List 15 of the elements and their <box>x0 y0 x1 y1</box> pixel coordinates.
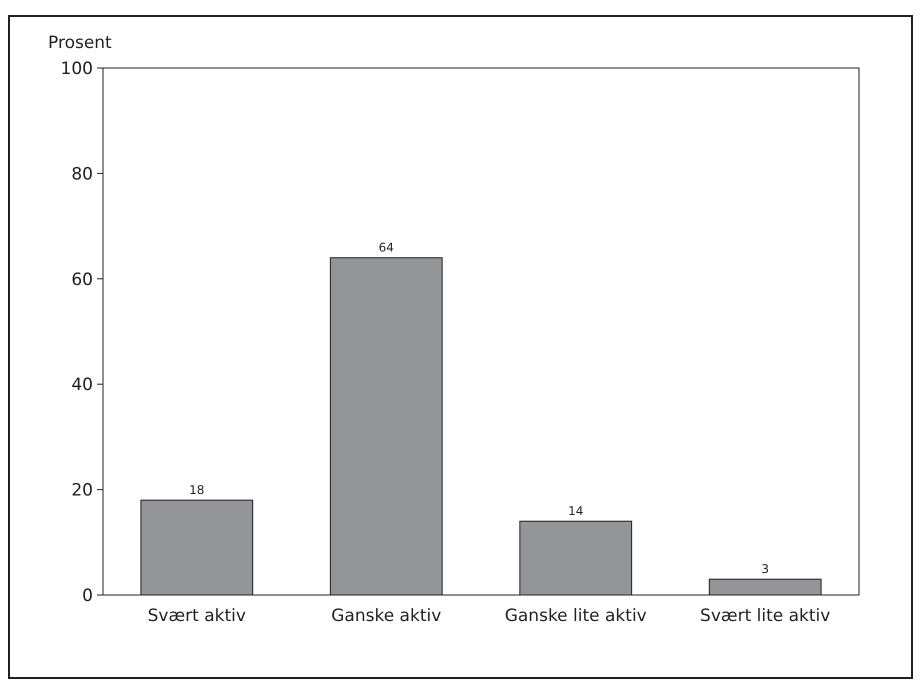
data-label: 64 <box>378 240 394 255</box>
y-tick-label: 60 <box>71 270 93 290</box>
data-label: 14 <box>568 504 584 518</box>
y-tick-label: 20 <box>71 480 93 501</box>
y-tick-label: 80 <box>71 164 93 184</box>
y-tick-label: 0 <box>82 586 93 606</box>
x-tick-label: Svært lite aktiv <box>700 606 830 626</box>
y-tick-label: 40 <box>71 375 93 396</box>
x-tick-label: Ganske aktiv <box>331 606 442 626</box>
data-label: 3 <box>761 562 770 576</box>
x-tick-label: Ganske lite aktiv <box>504 606 647 626</box>
y-tick-label: 100 <box>60 58 93 79</box>
y-axis-title: Prosent <box>48 33 112 53</box>
x-tick-label: Svært aktiv <box>148 606 246 626</box>
data-label: 18 <box>189 483 204 498</box>
